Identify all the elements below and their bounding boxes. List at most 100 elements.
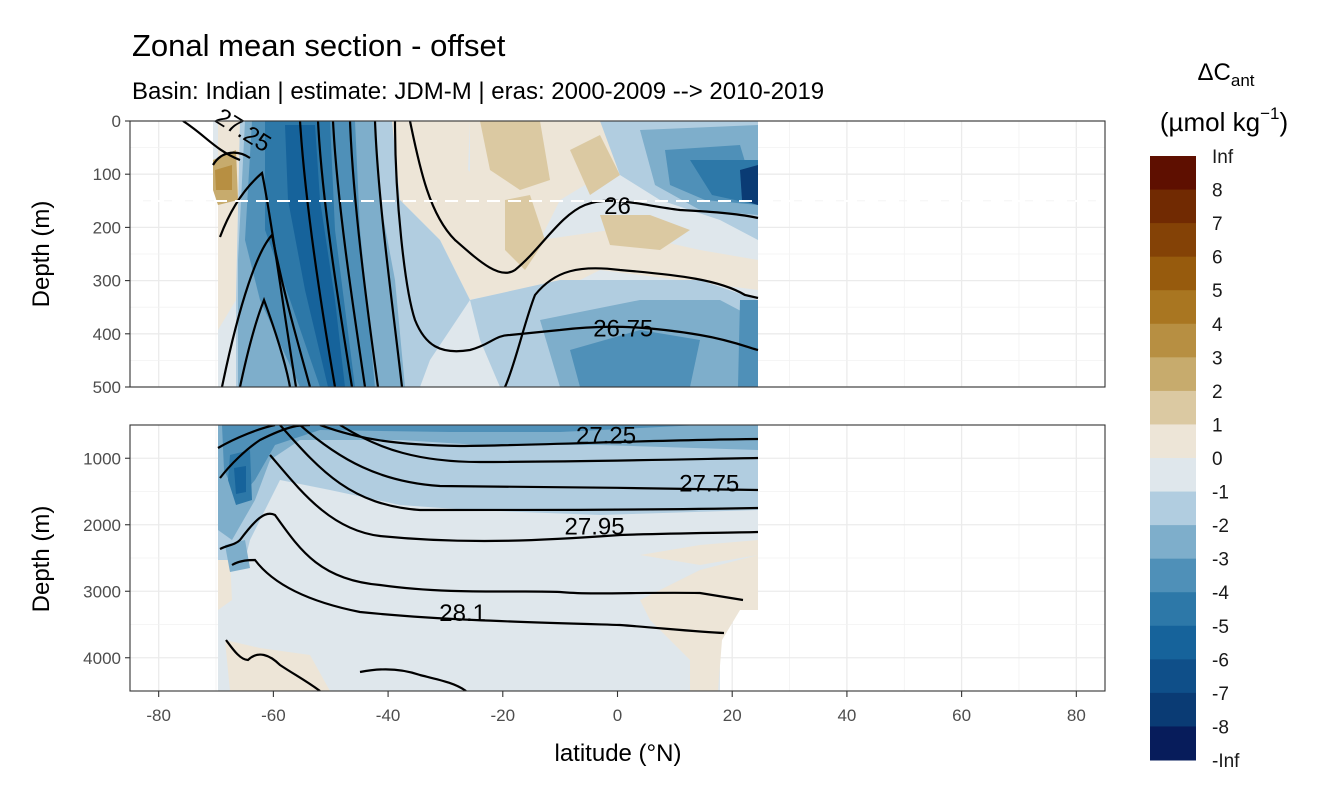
legend-unit: (µmol kg−1)	[1160, 104, 1288, 137]
colorbar-label: -2	[1212, 516, 1229, 537]
colorbar-swatch	[1150, 726, 1196, 761]
y-tick-label: 0	[112, 112, 121, 131]
colorbar-label: -7	[1212, 684, 1229, 705]
lower-y-axis: 1000 2000 3000 4000	[83, 449, 130, 668]
isopycnal-contour	[298, 121, 337, 387]
warm-patch	[218, 560, 232, 610]
y-tick-label: 400	[93, 325, 121, 344]
y-tick-label: 500	[93, 378, 121, 397]
isopycnal-contour	[339, 425, 759, 464]
isopycnal-contour	[373, 121, 404, 387]
contour-label: 26	[604, 193, 631, 220]
isopycnal-contour	[331, 121, 367, 387]
isopycnal-contour	[220, 232, 312, 387]
legend-unit-main: (µmol kg	[1160, 107, 1260, 137]
isopycnal-contour	[359, 668, 467, 691]
colorbar-label: -4	[1212, 583, 1229, 604]
colorbar-swatch	[1150, 659, 1196, 694]
colorbar-label: 8	[1212, 181, 1223, 202]
colorbar-label: 7	[1212, 214, 1223, 235]
x-tick-label: 20	[723, 706, 742, 725]
isopycnal-contour	[182, 121, 241, 162]
x-tick-label: -40	[376, 706, 401, 725]
warm-patch	[215, 165, 232, 190]
warm-patch	[570, 135, 620, 195]
legend-title: ΔCant	[1197, 59, 1254, 90]
colorbar-label: 0	[1212, 449, 1223, 470]
isopycnal-contour	[316, 121, 354, 387]
cold-patch	[740, 165, 758, 205]
contour-label: 28.1	[439, 600, 486, 627]
x-tick-label: -80	[146, 706, 171, 725]
upper-panel-border	[129, 120, 1106, 388]
isopycnal-contour	[269, 454, 759, 543]
colorbar-label: 2	[1212, 382, 1223, 403]
x-tick-label: 80	[1067, 706, 1086, 725]
colorbar-swatch	[1150, 357, 1196, 392]
legend-unit-close: )	[1279, 107, 1288, 137]
upper-y-axis-label: Depth (m)	[28, 201, 55, 308]
cold-patch	[222, 425, 700, 500]
isopycnal-contour	[225, 639, 321, 691]
isopycnal-contour	[218, 170, 298, 387]
colorbar-swatch	[1150, 256, 1196, 291]
legend-unit-superscript: −1	[1260, 104, 1279, 123]
lower-isopycnals	[217, 425, 759, 691]
x-tick-label: -20	[491, 706, 516, 725]
colorbar-swatch	[1150, 323, 1196, 358]
colorbar: Inf 8 7 6 5 4 3 2 1 0 -1 -2 -3 -4 -5 -6 -7 -8 -Inf	[1150, 147, 1240, 772]
y-tick-label: 4000	[83, 649, 121, 668]
colorbar-swatch	[1150, 458, 1196, 493]
x-tick-label: -60	[261, 706, 286, 725]
isopycnal-contour	[231, 558, 725, 635]
cold-patch	[225, 540, 250, 572]
isopycnal-contour	[279, 425, 759, 512]
colorbar-label: -8	[1212, 717, 1229, 738]
colorbar-label: -1	[1212, 483, 1229, 504]
isopycnal-contour	[348, 121, 380, 387]
isopycnal-contour	[319, 425, 759, 448]
cold-patch	[218, 425, 758, 560]
legend-title-main: ΔC	[1197, 59, 1230, 86]
warm-patch	[225, 640, 330, 691]
colorbar-swatch	[1150, 290, 1196, 325]
colorbar-swatch	[1150, 592, 1196, 627]
x-axis-label: latitude (°N)	[555, 740, 682, 767]
warm-patch	[600, 215, 690, 250]
colorbar-label: -3	[1212, 550, 1229, 571]
colorbar-swatch	[1150, 692, 1196, 727]
warm-patch	[640, 555, 758, 691]
cold-patch	[234, 466, 246, 494]
colorbar-label: 1	[1212, 415, 1223, 436]
contour-label: 27.25	[576, 423, 636, 450]
colorbar-swatch	[1150, 156, 1196, 191]
y-tick-label: 2000	[83, 516, 121, 535]
upper-field	[130, 121, 1105, 387]
y-tick-label: 100	[93, 165, 121, 184]
x-tick-label: 60	[952, 706, 971, 725]
chart-subtitle: Basin: Indian | estimate: JDM-M | eras: …	[132, 78, 824, 105]
isopycnal-contour	[219, 512, 744, 602]
cold-patch	[738, 300, 758, 387]
colorbar-label: Inf	[1212, 147, 1234, 168]
colorbar-swatch	[1150, 424, 1196, 459]
lower-contour-labels: 27.25 27.75 27.95 28.1	[439, 423, 739, 628]
colorbar-label: -Inf	[1212, 751, 1240, 772]
colorbar-swatch	[1150, 189, 1196, 224]
chart-title: Zonal mean section - offset	[132, 28, 506, 63]
x-axis: -80 -60 -40 -20 0 20 40 60 80	[146, 691, 1086, 725]
y-tick-label: 3000	[83, 582, 121, 601]
colorbar-label: 6	[1212, 248, 1223, 269]
colorbar-swatch	[1150, 390, 1196, 425]
upper-isopycnals	[182, 121, 759, 387]
y-tick-label: 300	[93, 272, 121, 291]
isopycnal-contour	[217, 425, 276, 449]
isopycnal-contour	[408, 121, 759, 274]
lower-field	[217, 425, 759, 691]
legend-title-subscript: ant	[1231, 71, 1255, 90]
colorbar-label: 5	[1212, 281, 1223, 302]
colorbar-swatch	[1150, 558, 1196, 593]
colorbar-swatch	[1150, 625, 1196, 660]
contour-label: 27.95	[565, 514, 625, 541]
